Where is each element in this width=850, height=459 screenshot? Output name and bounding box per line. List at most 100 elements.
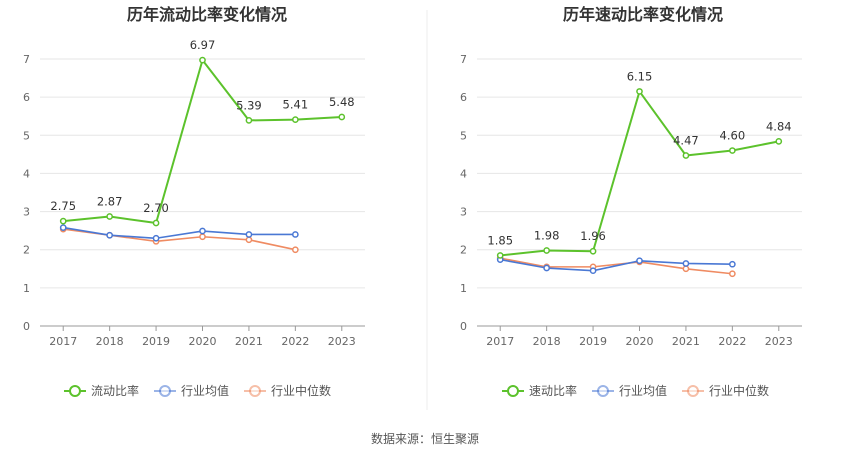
data-label: 2.87 bbox=[97, 195, 123, 209]
y-tick-label: 7 bbox=[23, 53, 30, 66]
legend-marker bbox=[159, 385, 171, 397]
x-tick-label: 2023 bbox=[765, 335, 793, 348]
data-point bbox=[152, 219, 160, 227]
legend-item[interactable]: 行业均值 bbox=[592, 383, 667, 398]
data-point bbox=[682, 260, 690, 267]
series-line-2 bbox=[500, 257, 733, 275]
data-point bbox=[245, 117, 253, 124]
data-point bbox=[338, 113, 346, 121]
legend-label: 行业均值 bbox=[619, 383, 667, 398]
x-tick-label: 2018 bbox=[533, 335, 561, 348]
data-point bbox=[199, 233, 206, 241]
data-point bbox=[152, 234, 160, 242]
x-tick-label: 2019 bbox=[142, 335, 170, 348]
data-point bbox=[543, 247, 550, 254]
data-point bbox=[496, 252, 504, 259]
data-point bbox=[543, 264, 550, 272]
legend-label: 行业均值 bbox=[181, 383, 229, 398]
data-point bbox=[59, 224, 67, 231]
y-tick-label: 0 bbox=[23, 320, 30, 333]
legend-marker bbox=[69, 385, 81, 397]
x-tick-label: 2023 bbox=[328, 335, 356, 348]
y-tick-label: 6 bbox=[23, 91, 30, 104]
legend-item[interactable]: 行业中位数 bbox=[682, 383, 769, 398]
legend-marker bbox=[507, 385, 519, 397]
data-point bbox=[682, 152, 690, 159]
data-label: 4.47 bbox=[673, 134, 699, 148]
data-label: 2.70 bbox=[143, 201, 169, 215]
legend-item[interactable]: 行业均值 bbox=[154, 383, 229, 398]
legend-label: 行业中位数 bbox=[271, 383, 331, 398]
data-point bbox=[729, 270, 736, 278]
data-source-note: 数据来源：恒生聚源 bbox=[371, 431, 479, 446]
x-tick-label: 2022 bbox=[718, 335, 746, 348]
series-line-1 bbox=[500, 258, 733, 272]
legend-marker bbox=[687, 385, 699, 397]
y-tick-label: 1 bbox=[23, 282, 30, 295]
chart-title: 历年流动比率变化情况 bbox=[127, 5, 287, 24]
data-point bbox=[292, 116, 299, 123]
y-tick-label: 0 bbox=[460, 320, 467, 333]
x-tick-label: 2021 bbox=[235, 335, 263, 348]
data-label: 2.75 bbox=[50, 199, 76, 213]
quick-ratio-chart: 历年速动比率变化情况 0 1 2 3 4 5 6 7 2017 2018 2019 2020 2021 20… bbox=[460, 5, 802, 398]
data-label: 4.84 bbox=[766, 119, 792, 133]
data-point bbox=[245, 231, 253, 238]
y-tick-label: 6 bbox=[460, 91, 467, 104]
legend-label: 行业中位数 bbox=[709, 383, 769, 398]
y-tick-label: 5 bbox=[460, 129, 467, 142]
y-tick-label: 7 bbox=[460, 53, 467, 66]
data-point bbox=[106, 231, 113, 239]
legend-marker bbox=[249, 385, 261, 397]
data-point bbox=[682, 265, 690, 273]
data-point bbox=[589, 267, 597, 275]
x-tick-label: 2019 bbox=[579, 335, 607, 348]
data-point bbox=[589, 247, 597, 255]
current-ratio-chart: 历年流动比率变化情况 0 1 2 3 4 5 6 7 2017 2018 2019 2020 2021 20… bbox=[23, 5, 365, 398]
y-tick-label: 1 bbox=[460, 282, 467, 295]
data-label: 6.15 bbox=[627, 69, 653, 83]
legend-label: 流动比率 bbox=[91, 383, 139, 398]
data-point bbox=[292, 231, 299, 238]
data-point bbox=[106, 213, 113, 220]
data-point bbox=[245, 236, 253, 244]
y-tick-label: 2 bbox=[23, 244, 30, 257]
data-point bbox=[59, 217, 67, 225]
legend-label: 速动比率 bbox=[529, 383, 577, 398]
x-tick-label: 2017 bbox=[486, 335, 514, 348]
data-label: 6.97 bbox=[190, 38, 216, 52]
legend-item[interactable]: 流动比率 bbox=[64, 383, 139, 398]
data-label: 5.48 bbox=[329, 95, 355, 109]
data-point bbox=[729, 147, 736, 154]
legend-item[interactable]: 速动比率 bbox=[502, 383, 577, 398]
data-point bbox=[636, 88, 643, 95]
data-label: 1.85 bbox=[487, 233, 513, 247]
y-tick-label: 2 bbox=[460, 244, 467, 257]
y-tick-label: 5 bbox=[23, 129, 30, 142]
data-label: 1.98 bbox=[534, 228, 560, 242]
legend-item[interactable]: 行业中位数 bbox=[244, 383, 331, 398]
data-point bbox=[292, 246, 299, 254]
data-point bbox=[636, 257, 643, 265]
y-tick-label: 4 bbox=[460, 167, 467, 180]
data-point bbox=[775, 138, 783, 145]
data-point bbox=[199, 227, 206, 235]
y-tick-label: 4 bbox=[23, 167, 30, 180]
x-tick-label: 2020 bbox=[189, 335, 217, 348]
x-tick-label: 2017 bbox=[49, 335, 77, 348]
x-tick-label: 2018 bbox=[96, 335, 124, 348]
data-point bbox=[199, 56, 206, 64]
data-label: 5.41 bbox=[283, 98, 309, 112]
data-label: 1.96 bbox=[580, 229, 606, 243]
series-line-2 bbox=[63, 228, 296, 251]
chart-title: 历年速动比率变化情况 bbox=[563, 5, 723, 24]
y-tick-label: 3 bbox=[460, 206, 467, 219]
data-label: 5.39 bbox=[236, 98, 262, 112]
x-tick-label: 2020 bbox=[626, 335, 654, 348]
x-tick-label: 2022 bbox=[281, 335, 309, 348]
series-line-1 bbox=[63, 226, 296, 240]
legend-marker bbox=[597, 385, 609, 397]
data-label: 4.60 bbox=[720, 129, 746, 143]
x-tick-label: 2021 bbox=[672, 335, 700, 348]
